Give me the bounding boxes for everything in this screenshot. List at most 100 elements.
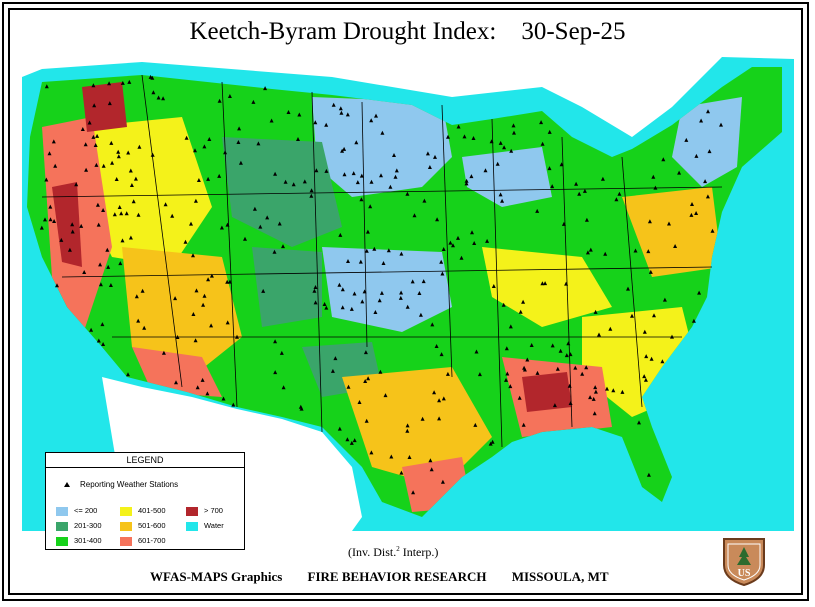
station-marker [237,126,242,131]
station-marker [474,349,479,354]
zone-501-600-texas [342,367,492,487]
station-marker [225,222,230,227]
station-marker [322,302,327,306]
station-marker [337,426,342,431]
station-marker [504,377,508,382]
legend-item: 501-600 [120,520,166,531]
legend-item: <= 200 [56,505,97,516]
station-marker [392,153,396,157]
station-marker [483,168,488,173]
station-markers [39,74,723,495]
station-marker [346,384,351,389]
station-marker [94,162,99,167]
station-marker [597,332,601,337]
station-marker [231,402,236,407]
legend-item: Water [186,520,224,531]
footer-credits: WFAS-MAPS Graphics FIRE BEHAVIOR RESEARC… [150,569,631,585]
station-marker [430,322,435,327]
station-marker [412,213,417,218]
station-marker [427,165,432,169]
footer-graphics: WFAS-MAPS Graphics [150,569,283,584]
station-marker [642,374,647,379]
station-marker [251,99,256,104]
station-marker [313,285,318,289]
station-marker [286,110,291,114]
station-marker [337,282,342,287]
station-marker [593,309,598,314]
station-marker [707,149,712,154]
station-marker [369,179,374,184]
station-marker [561,221,566,226]
legend-station-entry: Reporting Weather Stations [64,480,178,489]
station-marker [84,167,89,172]
station-marker [667,221,671,226]
station-marker [219,225,224,230]
station-marker [333,356,338,361]
station-marker [543,281,548,286]
station-marker [137,144,142,149]
station-marker [101,342,106,346]
station-marker [352,291,357,296]
station-marker [398,295,403,300]
station-marker [279,350,284,355]
station-marker [258,224,263,229]
station-marker [151,90,156,95]
station-marker [434,344,439,348]
station-marker [490,439,495,444]
station-marker [550,184,555,189]
station-marker [379,173,383,178]
station-marker [127,79,132,84]
station-marker [95,133,100,138]
station-marker [193,338,198,343]
station-marker [383,393,388,398]
station-marker [140,288,145,293]
station-marker [200,377,205,382]
station-marker [646,249,651,254]
station-marker [338,232,343,237]
zone-401-500-midwest [482,247,612,327]
station-marker [501,302,506,307]
station-marker [399,290,404,295]
station-marker [448,240,453,245]
station-marker [437,398,442,403]
station-marker [296,137,300,141]
station-marker [184,135,189,140]
station-marker [236,140,241,144]
station-marker [238,160,243,165]
station-marker [106,264,111,269]
station-marker [346,259,350,263]
station-marker [435,217,440,222]
station-marker [670,334,674,339]
station-marker [488,441,493,446]
station-marker [128,235,133,240]
station-marker [573,365,578,370]
station-marker [170,213,175,218]
station-marker [79,223,84,228]
footer-location: MISSOULA, MT [511,569,609,584]
station-marker [338,106,343,111]
station-marker [105,247,110,252]
station-marker [509,148,514,153]
station-marker [163,202,168,207]
legend-item: 401-500 [120,505,166,516]
station-marker [477,372,482,377]
station-marker [209,273,214,278]
station-marker [91,83,96,88]
station-marker [464,178,469,183]
station-marker [161,96,166,101]
station-marker [364,248,369,253]
inner-frame [8,8,803,595]
station-marker [44,84,49,89]
station-marker [410,279,415,284]
station-marker [95,202,100,207]
map-panel [22,47,794,531]
station-triangle-icon [64,482,70,488]
station-marker [405,304,410,309]
station-marker [217,98,222,103]
station-marker [550,343,555,348]
zone-201-300-rockies [222,137,342,247]
station-marker [136,318,141,323]
station-marker [379,290,384,295]
station-marker [82,270,87,274]
station-marker [298,404,303,409]
